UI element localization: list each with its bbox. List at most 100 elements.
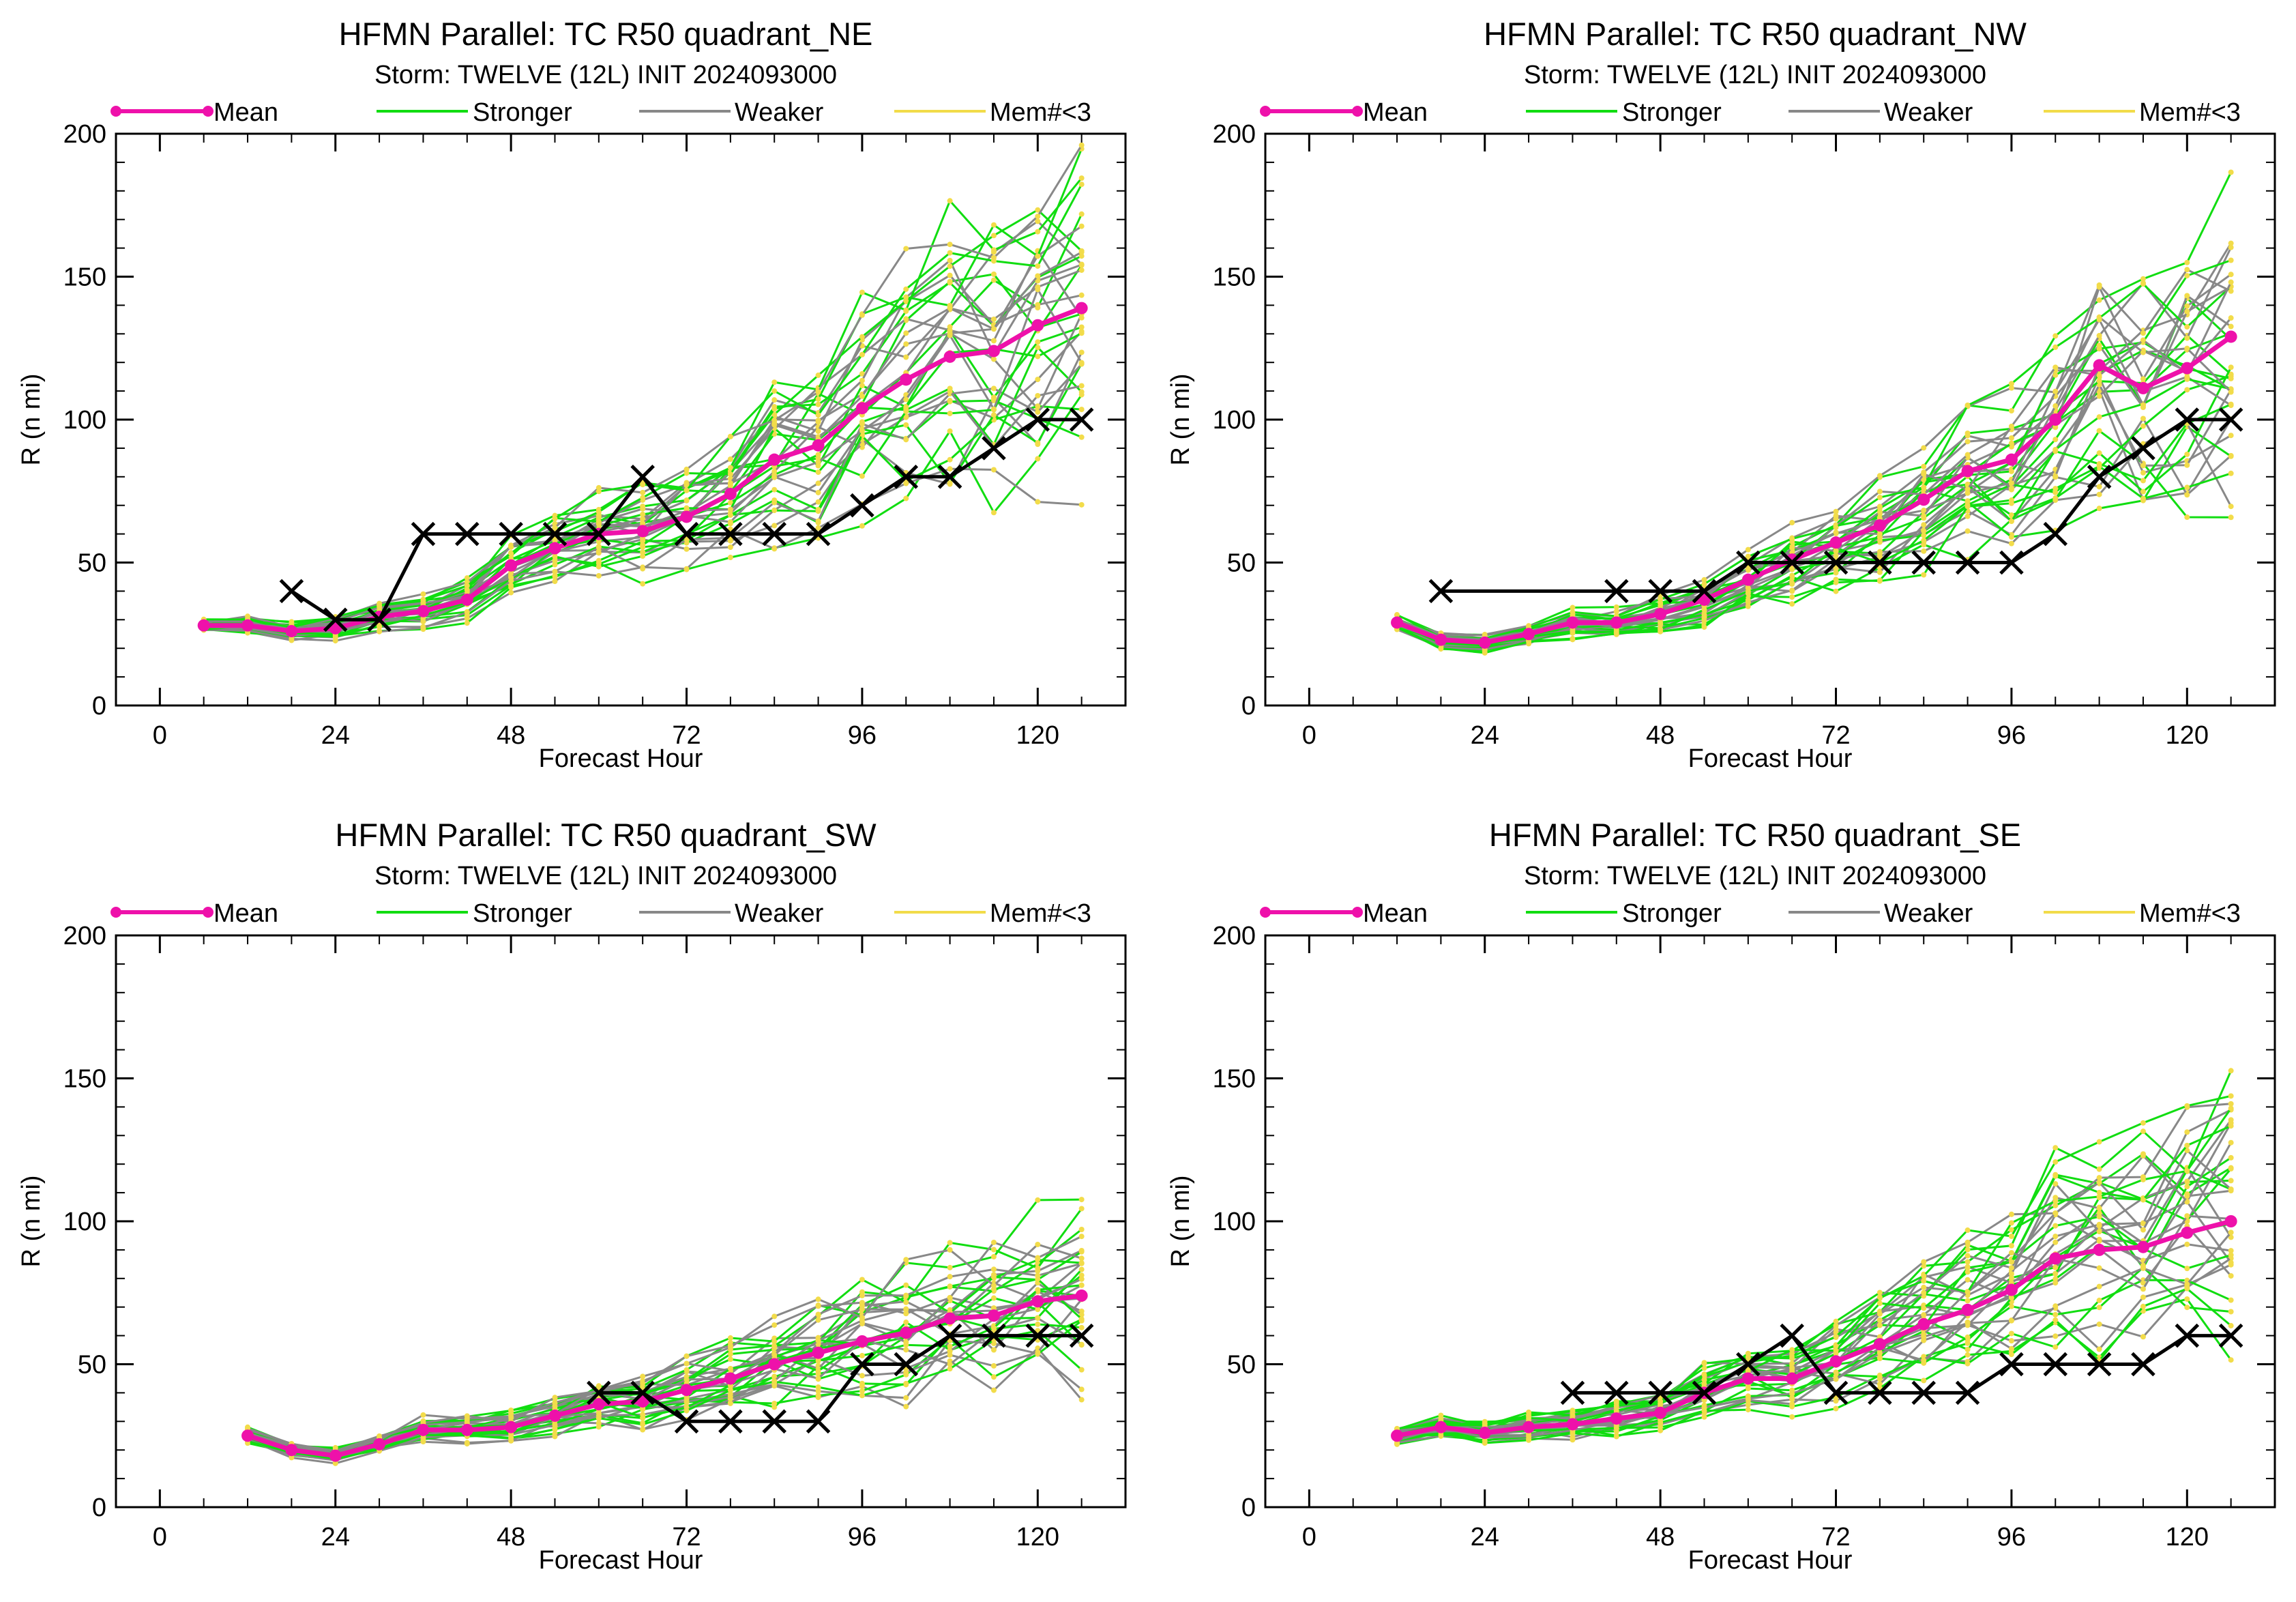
mean-point (812, 1346, 825, 1359)
ensemble-point (903, 495, 909, 501)
mean-point (943, 350, 956, 363)
ensemble-point (903, 1311, 909, 1317)
ensemble-point (595, 1410, 602, 1416)
ensemble-point (1078, 1197, 1085, 1203)
ensemble-point (1964, 1289, 1971, 1295)
ensemble-point (508, 585, 514, 591)
best-track-marker (937, 1323, 962, 1348)
mean-point (2224, 1215, 2237, 1227)
ensemble-point (903, 294, 909, 300)
ensemble-point (903, 246, 909, 252)
ensemble-point (1701, 607, 1707, 613)
ensemble-point (508, 551, 514, 557)
ensemble-point (683, 566, 690, 572)
ensemble-point (947, 466, 953, 472)
ensemble-point (595, 521, 602, 527)
ensemble-point (1078, 292, 1085, 298)
ensemble-point (2184, 1266, 2190, 1272)
ensemble-point (1570, 1408, 1576, 1414)
ensemble-point (1035, 1321, 1041, 1327)
ensemble-point (1964, 1298, 1971, 1304)
best-track-marker (1736, 1352, 1761, 1377)
ensemble-point (947, 388, 953, 394)
ensemble-point (1035, 1287, 1041, 1293)
ensemble-point (2228, 1252, 2234, 1258)
ensemble-point (2184, 492, 2190, 498)
ensemble-point (1078, 1260, 1085, 1266)
ensemble-point (1078, 1311, 1085, 1317)
ensemble-point (1833, 1318, 1839, 1324)
x-axis-label: Forecast Hour (539, 744, 703, 773)
ensemble-point (2052, 437, 2059, 443)
mean-point (2049, 413, 2062, 426)
ensemble-point (2008, 1317, 2014, 1324)
ensemble-point (2184, 1129, 2190, 1135)
ensemble-point (1078, 407, 1085, 413)
ensemble-point (2096, 346, 2102, 352)
ensemble-point (2228, 371, 2234, 377)
axes: 0 24 48 72 96 120 0 50 100 150 200 (1213, 120, 2276, 750)
ensemble-point (1921, 463, 1927, 469)
legend-lowmem-label: Mem#<3 (990, 98, 1091, 127)
ensemble-point (1035, 440, 1041, 446)
ensemble-point (1833, 1333, 1839, 1339)
ensemble-point (1921, 1357, 1927, 1363)
ensemble-point (1526, 1437, 1532, 1443)
ensemble-point (771, 397, 778, 403)
best-track-marker (1648, 579, 1673, 604)
ensemble-point (1613, 630, 1619, 637)
ensemble-point (1394, 612, 1400, 618)
mean-point (197, 619, 210, 632)
ensemble-point (1078, 1367, 1085, 1373)
ensemble-point (1078, 330, 1085, 336)
ensemble-point (1035, 273, 1041, 279)
mean-point (1873, 519, 1886, 532)
mean-point (1829, 536, 1842, 549)
ensemble-point (1078, 315, 1085, 321)
best-track-series (587, 1323, 1094, 1434)
ensemble-point (2140, 416, 2146, 422)
ensemble-point (771, 418, 778, 424)
ensemble-point (2228, 1154, 2234, 1161)
mean-point (724, 1372, 737, 1385)
ensemble-point (1964, 504, 1971, 510)
ensemble-point (1876, 1290, 1883, 1296)
ensemble-member-line (1396, 1107, 2232, 1430)
ensemble-point (2184, 1305, 2190, 1311)
ensemble-point (1921, 572, 1927, 578)
best-track-marker (1692, 579, 1717, 604)
x-tick-label: 96 (1997, 721, 2026, 750)
ensemble-point (2052, 1234, 2059, 1240)
ensemble-point (990, 356, 997, 362)
ensemble-point (1789, 520, 1795, 526)
ensemble-point (815, 459, 821, 465)
ensemble-point (859, 1388, 865, 1394)
ensemble-point (2228, 244, 2234, 250)
ensemble-point (990, 258, 997, 264)
ensemble-member-line (1396, 422, 2233, 651)
best-track-marker (2043, 521, 2068, 547)
ensemble-point (1789, 1414, 1795, 1420)
y-tick-label: 0 (1241, 1494, 1256, 1522)
ensemble-point (1526, 639, 1532, 645)
ensemble-point (245, 1425, 251, 1431)
ensemble-point (859, 523, 865, 529)
x-axis-label: Forecast Hour (1688, 1546, 1853, 1575)
ensemble-point (1789, 566, 1795, 572)
ensemble-point (420, 1412, 426, 1418)
ensemble-point (1526, 1413, 1532, 1419)
ensemble-point (1964, 1346, 1971, 1352)
ensemble-point (2228, 1101, 2234, 1107)
ensemble-point (1964, 528, 1971, 534)
ensemble-point (771, 523, 778, 529)
mean-point (943, 1312, 956, 1325)
ensemble-member-line (1396, 1232, 2232, 1442)
ensemble-point (2096, 484, 2102, 490)
ensemble-point (815, 373, 821, 379)
ensemble-point (990, 1374, 997, 1380)
ensemble-point (903, 1403, 909, 1410)
ensemble-point (990, 467, 997, 473)
ensemble-point (727, 1365, 733, 1371)
mean-point (1829, 1355, 1842, 1368)
ensemble-point (2184, 484, 2190, 491)
